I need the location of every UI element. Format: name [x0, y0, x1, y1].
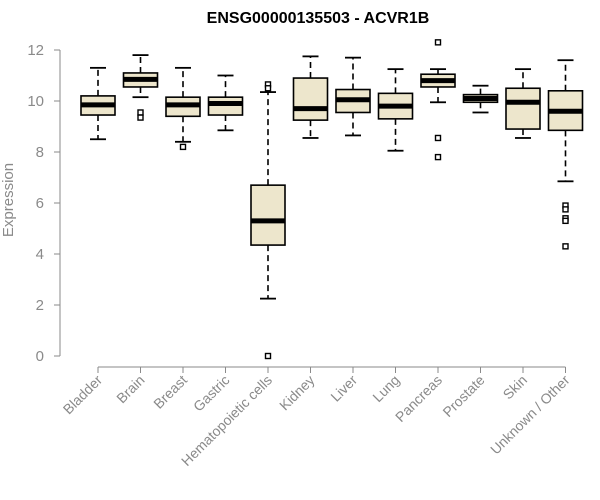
box-11 [505, 68, 541, 139]
box-4 [207, 74, 244, 132]
outlier-point [434, 39, 442, 46]
outlier-point [434, 134, 442, 142]
y-tick-label: 8 [36, 144, 44, 161]
x-tick-label: Pancreas [392, 372, 445, 425]
outlier-point [137, 114, 144, 121]
x-tick-label: Brain [113, 372, 147, 406]
outlier-point [562, 243, 569, 250]
box-3 [165, 66, 201, 151]
outlier-point [562, 217, 569, 225]
iqr-box [505, 87, 541, 130]
iqr-box [207, 96, 244, 116]
iqr-box [292, 77, 329, 121]
x-tick-label: Kidney [276, 372, 318, 414]
iqr-box [250, 184, 286, 246]
y-axis: 0 2 4 6 8 10 12 [27, 42, 61, 365]
y-tick-label: 0 [36, 348, 44, 365]
box-9 [420, 39, 456, 161]
outlier-point [562, 206, 569, 213]
box-6 [292, 55, 329, 139]
x-tick-label: Unknown / Other [487, 372, 573, 458]
box-10 [462, 84, 499, 114]
box-7 [335, 56, 371, 137]
y-tick-label: 10 [27, 93, 44, 110]
outlier-point [264, 85, 272, 92]
x-tick-label: Bladder [60, 372, 106, 418]
x-tick-label: Liver [327, 372, 360, 405]
box-2 [122, 54, 159, 121]
x-tick-label: Breast [150, 372, 190, 412]
y-axis-label: Expression [0, 163, 17, 237]
y-tick-label: 2 [36, 297, 44, 314]
outlier-point [264, 352, 272, 360]
box-5 [250, 81, 286, 360]
x-tick-label: Lung [369, 372, 402, 405]
x-tick-label: Skin [500, 372, 531, 403]
chart-title: ENSG00000135503 - ACVR1B [207, 10, 430, 27]
outlier-point [434, 153, 442, 161]
y-tick-label: 12 [27, 42, 44, 59]
y-tick-label: 4 [36, 246, 44, 263]
x-tick-label: Prostate [439, 372, 487, 420]
outlier-point [137, 109, 144, 116]
outlier-point [179, 143, 187, 151]
boxes-group [80, 39, 584, 360]
box-12 [547, 59, 584, 250]
y-tick-label: 6 [36, 195, 44, 212]
box-8 [377, 68, 414, 152]
box-1 [80, 66, 116, 141]
